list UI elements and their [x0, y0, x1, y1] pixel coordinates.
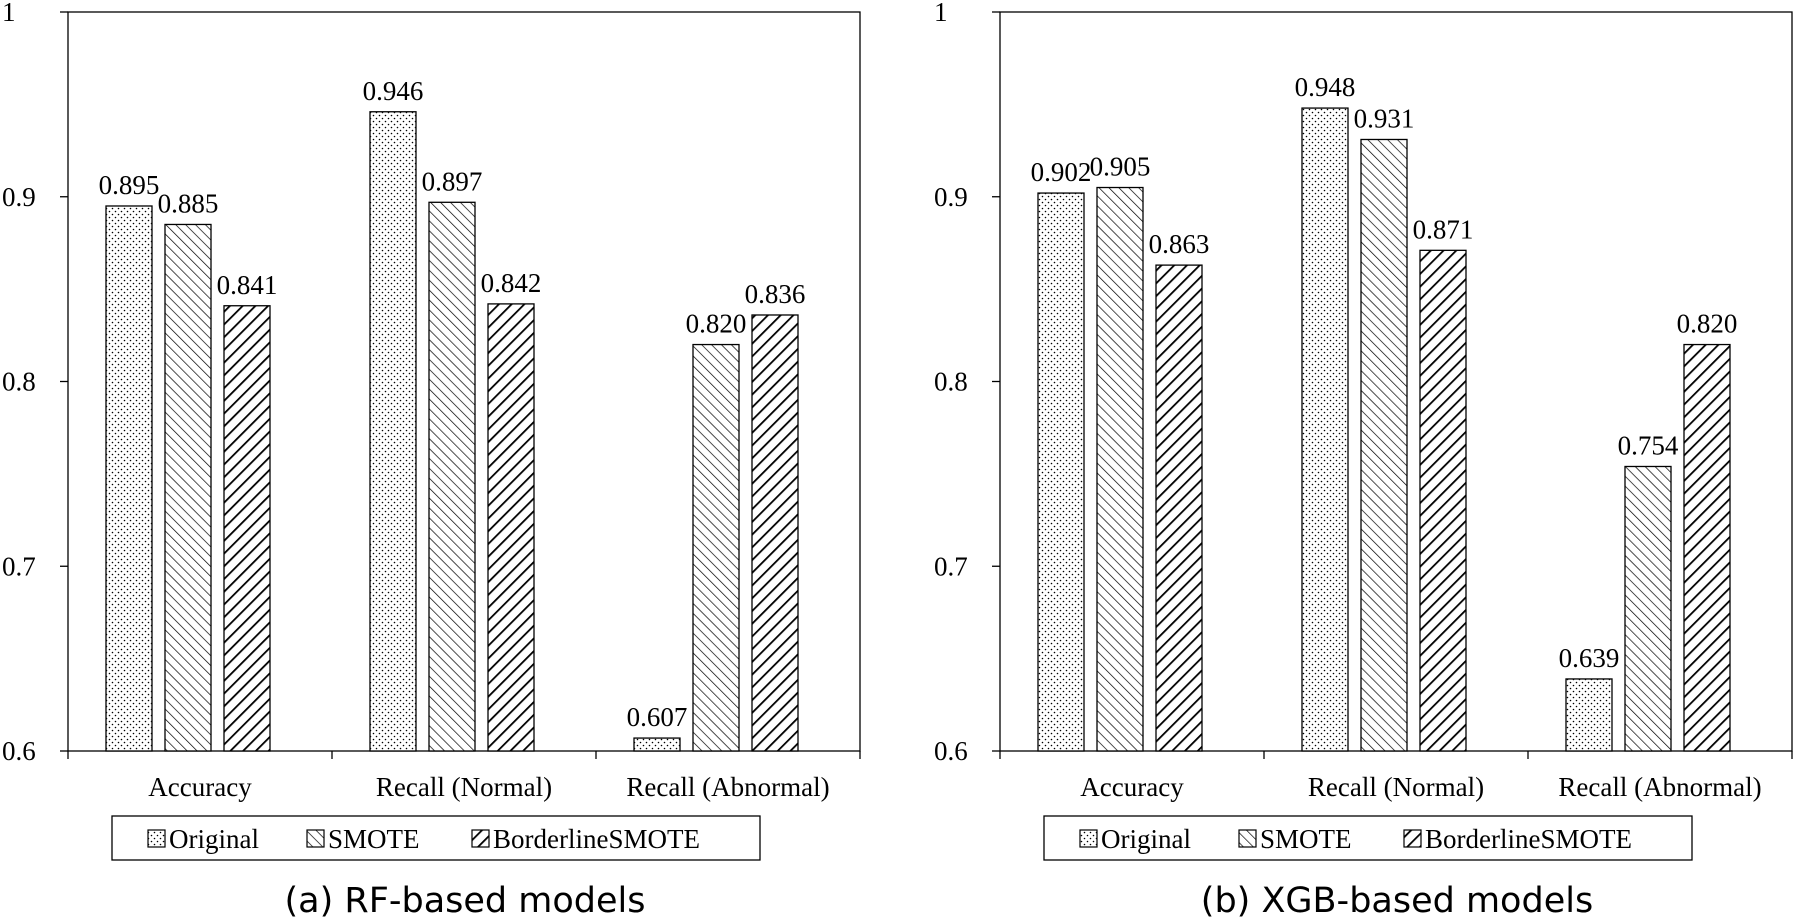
data-label: 0.820 [686, 309, 747, 339]
legend-swatch-original [147, 829, 166, 848]
y-tick-label: 0.6 [934, 736, 968, 766]
legend: Original SMOTE BorderlineSMOTE [111, 815, 761, 861]
legend: Original SMOTE BorderlineSMOTE [1043, 815, 1693, 861]
y-tick-label: 0.7 [2, 551, 36, 581]
bar-borderlinesmote [1683, 343, 1731, 752]
legend-label: Original [169, 824, 259, 854]
data-label: 0.842 [481, 268, 542, 298]
panel-caption: (a) RF-based models [285, 881, 646, 920]
y-tick-label: 0.7 [934, 551, 968, 581]
data-label: 0.902 [1031, 157, 1092, 187]
y-tick-label: 1 [2, 0, 16, 27]
legend-label: SMOTE [1260, 824, 1352, 854]
bar-smote [1096, 186, 1144, 752]
x-category-label: Recall (Abnormal) [626, 772, 829, 802]
chart-panel-b: 0.6 0.7 0.8 0.9 1 Accuracy Recall (Normal) Reca… [934, 0, 1793, 920]
x-category-label: Recall (Normal) [1308, 772, 1484, 802]
data-label: 0.871 [1413, 214, 1474, 244]
data-label: 0.948 [1295, 72, 1356, 102]
panel-caption: (b) XGB-based models [1201, 881, 1593, 920]
legend-label: Original [1101, 824, 1191, 854]
x-category-label: Accuracy [148, 772, 252, 802]
bar-borderlinesmote [223, 305, 271, 752]
x-category-label: Recall (Abnormal) [1558, 772, 1761, 802]
bar-borderlinesmote [751, 314, 799, 752]
y-tick-label: 0.6 [2, 736, 36, 766]
data-label: 0.836 [745, 279, 806, 309]
legend-swatch-borderlinesmote [1403, 829, 1422, 848]
bar-borderlinesmote [1155, 264, 1203, 752]
data-label: 0.639 [1559, 643, 1620, 673]
data-label: 0.607 [627, 702, 688, 732]
bar-smote [428, 201, 476, 752]
bar-original [369, 111, 417, 752]
bar-smote [1624, 465, 1672, 752]
bar-smote [692, 343, 740, 752]
y-tick-label: 0.8 [934, 367, 968, 397]
legend-swatch-smote [306, 829, 325, 848]
bar-original [1037, 192, 1085, 752]
data-label: 0.897 [422, 166, 483, 196]
data-label: 0.895 [99, 170, 160, 200]
legend-swatch-borderlinesmote [471, 829, 490, 848]
legend-label: BorderlineSMOTE [1425, 824, 1632, 854]
y-tick-label: 0.8 [2, 367, 36, 397]
y-tick-label: 1 [934, 0, 948, 27]
y-tick-label: 0.9 [2, 182, 36, 212]
data-label: 0.841 [217, 270, 278, 300]
legend-box [1043, 815, 1693, 861]
legend-box [111, 815, 761, 861]
data-label: 0.820 [1677, 309, 1738, 339]
legend-label: SMOTE [328, 824, 420, 854]
bar-original [1565, 678, 1613, 752]
x-category-label: Accuracy [1080, 772, 1184, 802]
bar-borderlinesmote [1419, 249, 1467, 752]
bar-original [633, 737, 681, 752]
bar-borderlinesmote [487, 303, 535, 752]
legend-label: BorderlineSMOTE [493, 824, 700, 854]
bar-smote [1360, 138, 1408, 752]
y-tick-label: 0.9 [934, 182, 968, 212]
data-label: 0.754 [1618, 430, 1679, 460]
legend-swatch-original [1079, 829, 1098, 848]
data-label: 0.885 [158, 188, 219, 218]
legend-swatch-smote [1238, 829, 1257, 848]
data-label: 0.905 [1090, 152, 1151, 182]
data-label: 0.931 [1354, 103, 1415, 133]
bar-original [1301, 107, 1349, 752]
data-label: 0.863 [1149, 229, 1210, 259]
x-category-label: Recall (Normal) [376, 772, 552, 802]
bar-original [105, 205, 153, 752]
data-label: 0.946 [363, 76, 424, 106]
chart-panel-a: 0.6 0.7 0.8 0.9 1 Accuracy Recall (Normal) Reca… [2, 0, 861, 920]
bar-smote [164, 223, 212, 752]
